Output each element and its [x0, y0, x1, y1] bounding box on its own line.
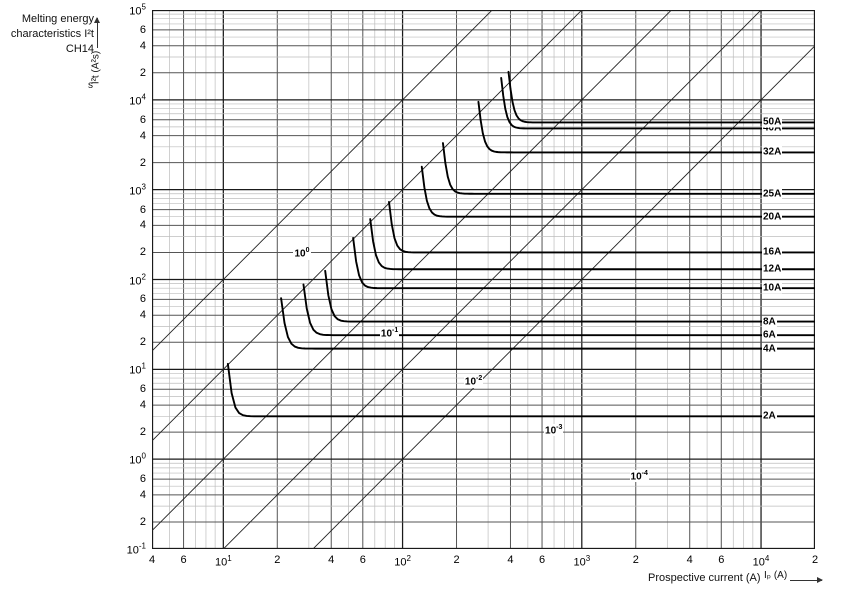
y-tick-label: 2	[139, 515, 146, 528]
x-tick-label: 103	[573, 554, 591, 569]
rating-label-25a: 25A	[762, 188, 783, 200]
grid-and-curves	[152, 10, 815, 549]
y-tick-label: 4	[139, 129, 146, 142]
gridlines	[152, 10, 815, 549]
y-tick-label: 4	[139, 488, 146, 501]
x-axis-symbol: Iₚ (A)	[764, 570, 788, 581]
title-line-2: characteristics I²t	[10, 28, 94, 40]
fuse-curves	[226, 70, 815, 418]
y-tick-label: 4	[139, 39, 146, 52]
y-tick-label: 100	[129, 451, 146, 467]
y-tick-label: 6	[139, 383, 146, 396]
x-tick-label: 6	[180, 554, 187, 566]
x-tick-label: 2	[632, 554, 639, 566]
x-tick-label: 4	[148, 554, 156, 566]
x-axis-arrow-icon	[790, 577, 823, 583]
title-line-3: CH14	[65, 43, 94, 55]
x-tick-label: 2	[453, 554, 460, 566]
y-tick-label: 104	[129, 92, 146, 108]
x-tick-label: 6	[359, 554, 366, 566]
y-tick-label: 10-1	[126, 541, 146, 557]
x-tick-label: 104	[752, 554, 770, 569]
constant-time-label: 10-1	[379, 327, 400, 340]
rating-label-2a: 2A	[762, 410, 777, 422]
y-tick-label: 4	[139, 309, 146, 322]
x-tick-label: 4	[507, 554, 514, 566]
rating-label-16a: 16A	[762, 246, 783, 258]
rating-label-32a: 32A	[762, 146, 783, 158]
chart-title: Melting energy characteristics I²t CH14	[2, 12, 94, 57]
x-axis-caption: Prospective current (A)	[648, 572, 761, 584]
x-tick-label: 6	[718, 554, 725, 566]
y-axis-label-group: I²t (A²s) s	[86, 17, 108, 108]
rating-label-10a: 10A	[762, 282, 783, 294]
x-tick-label: 101	[214, 554, 232, 569]
constant-time-label: 10-3	[544, 424, 564, 437]
y-tick-label: 103	[129, 182, 146, 197]
rating-label-6a: 6A	[762, 329, 777, 341]
y-tick-label: 2	[139, 336, 146, 349]
plot-area	[152, 10, 815, 549]
rating-label-50a: 50A	[762, 116, 783, 128]
constant-time-label: 10-4	[629, 469, 649, 483]
y-tick-label: 105	[129, 2, 146, 18]
rating-label-12a: 12A	[762, 263, 783, 275]
y-tick-label: 2	[139, 66, 146, 79]
y-tick-label: 2	[139, 426, 146, 439]
y-tick-label: 6	[139, 293, 146, 306]
y-axis-arrow-icon	[94, 17, 100, 48]
y-tick-label: 2	[139, 246, 146, 259]
title-line-1: Melting energy	[21, 13, 94, 25]
constant-time-label: 100	[293, 247, 311, 260]
x-tick-label: 102	[394, 554, 411, 569]
x-tick-label: 2	[274, 554, 281, 566]
y-tick-label: 6	[139, 473, 146, 486]
x-tick-label: 2	[811, 554, 819, 566]
constant-time-label: 10-2	[463, 375, 484, 388]
rating-label-40a: 40A	[762, 122, 783, 134]
y-tick-label: 101	[129, 362, 146, 377]
y-tick-label: 6	[139, 113, 146, 126]
x-tick-label: 4	[328, 554, 335, 566]
rating-label-8a: 8A	[762, 316, 777, 328]
rating-label-20a: 20A	[762, 211, 783, 223]
x-tick-label: 4	[686, 554, 693, 566]
y-axis-unit-marker: s	[88, 80, 93, 91]
y-tick-label: 4	[139, 399, 146, 412]
rating-label-4a: 4A	[762, 343, 777, 355]
y-tick-label: 102	[129, 272, 146, 287]
y-tick-label: 6	[139, 23, 146, 36]
y-tick-label: 4	[139, 219, 146, 232]
y-tick-label: 2	[139, 156, 146, 169]
y-tick-label: 6	[139, 203, 146, 216]
x-tick-label: 6	[538, 554, 546, 566]
